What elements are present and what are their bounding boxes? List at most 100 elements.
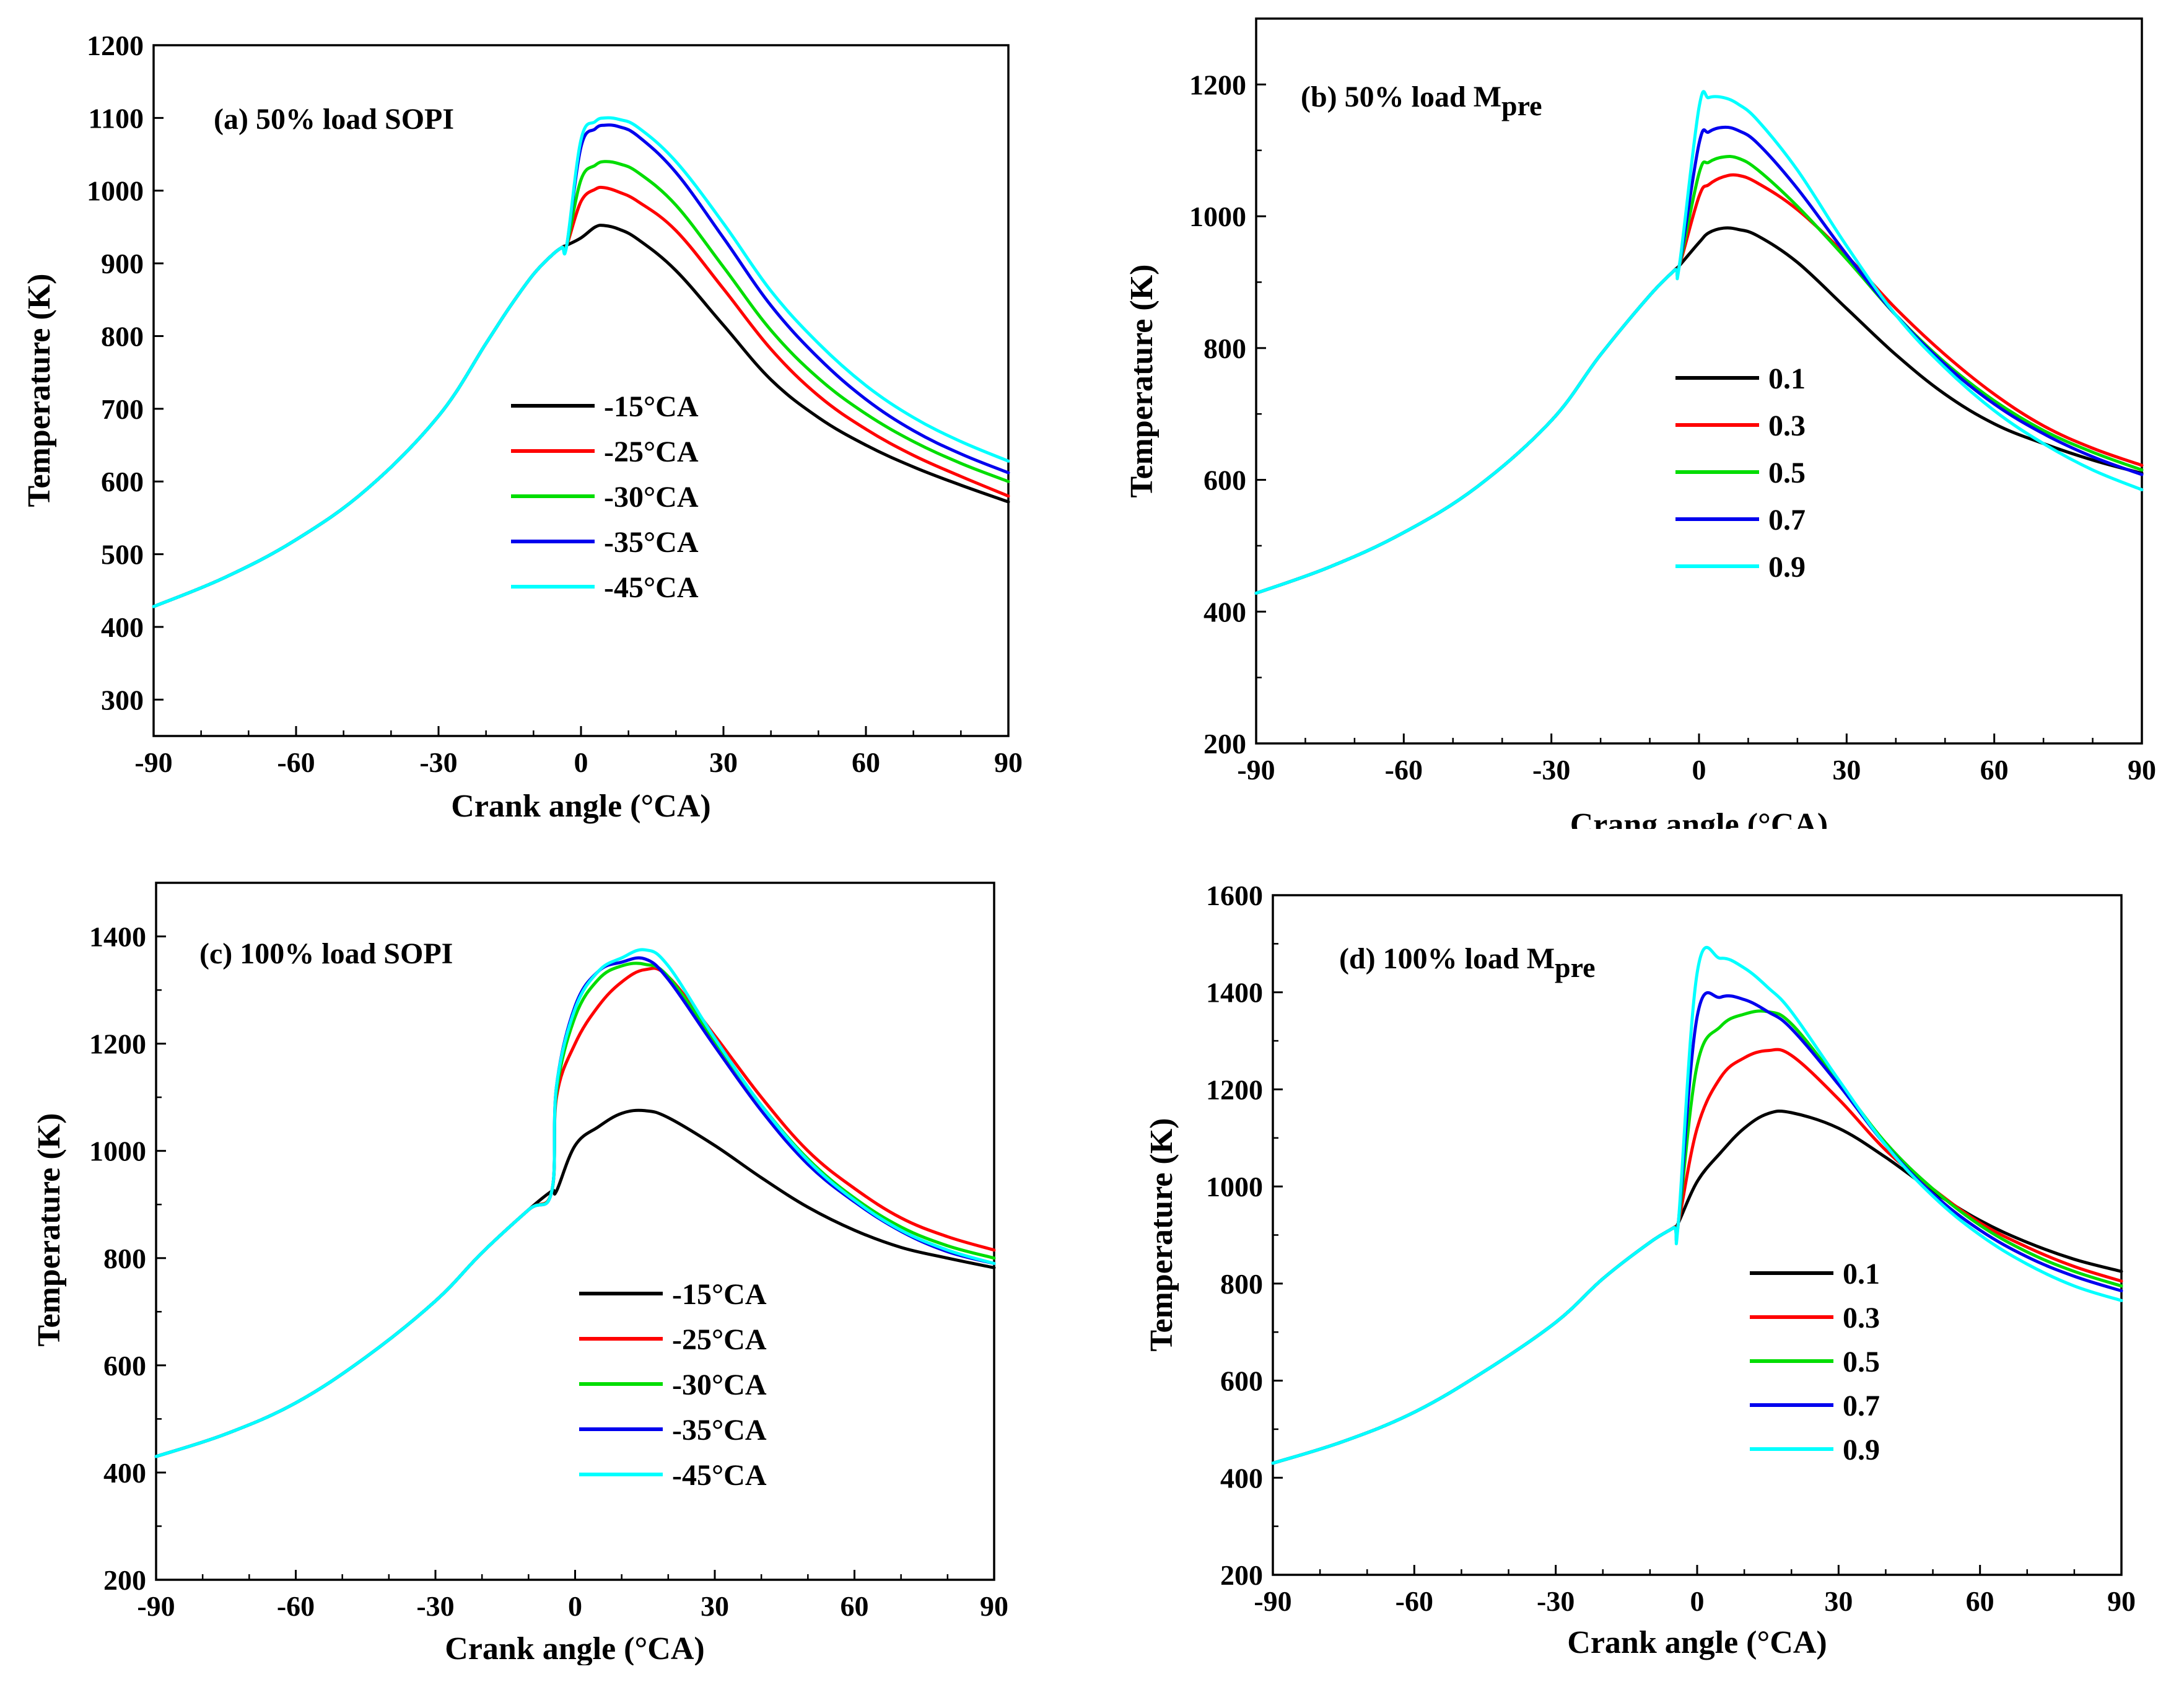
panel-c-ticks: -90 -60 -30 0 30 60 90 200 400 600 800 1000 1200 1400	[89, 921, 1008, 1622]
panel-d-ytick-label: 1200	[1206, 1074, 1263, 1105]
panel-a-ytick-label: 600	[101, 466, 144, 497]
panel-d-label-main: (d) 100% load M	[1339, 942, 1555, 975]
panel-b-series-line-5	[1254, 90, 2144, 595]
panel-a-ytick-label: 500	[101, 539, 144, 571]
panel-d-label: (d) 100% load Mpre	[1339, 942, 1596, 983]
panel-c-ytick-label: 1200	[89, 1028, 146, 1060]
panel-a-xtick-label: 30	[709, 747, 738, 778]
panel-d-legend-label-1: 0.1	[1843, 1258, 1880, 1290]
panel-c-ytick-label: 1400	[89, 921, 146, 953]
panel-a-ytick-label: 700	[101, 393, 144, 425]
panel-b-ytick-label: 1200	[1189, 69, 1246, 100]
panel-d-legend: 0.1 0.3 0.5 0.7 0.9	[1750, 1258, 1880, 1466]
panel-d-ytick-label: 1400	[1206, 977, 1263, 1009]
panel-c-ylabel: Temperature (K)	[32, 1113, 67, 1347]
panel-d-xtick-label: 30	[1824, 1585, 1853, 1617]
panel-b-legend-label-1: 0.1	[1768, 362, 1806, 395]
panel-a-legend-label-2: -25°CA	[604, 436, 699, 468]
panel-d-xtick-label: -90	[1254, 1585, 1291, 1617]
panel-a-series-line-5	[152, 116, 1010, 608]
panel-c-xtick-label: 0	[568, 1590, 582, 1622]
panel-d-legend-label-4: 0.7	[1843, 1390, 1880, 1422]
panel-d-ytick-label: 1000	[1206, 1171, 1263, 1202]
panel-b-xtick-label: 30	[1832, 754, 1861, 786]
panel-b-ytick-label: 600	[1203, 465, 1246, 496]
panel-a-ytick-label: 1000	[87, 175, 144, 207]
panel-b-legend-label-5: 0.9	[1768, 551, 1806, 584]
panel-d-xtick-label: 0	[1690, 1585, 1705, 1617]
panel-d-xtick-label: -60	[1396, 1585, 1433, 1617]
panel-b-label: (b) 50% load Mpre	[1301, 81, 1542, 121]
panel-d-ytick-label: 1600	[1206, 880, 1263, 911]
panel-a-ytick-label: 800	[101, 320, 144, 352]
panel-c-series	[154, 948, 996, 1458]
panel-a-ytick-label: 400	[101, 611, 144, 643]
panel-b-ylabel: Temperature (K)	[1124, 265, 1160, 498]
panel-c: (c) 100% load SOPI Crank angle (°CA) Tem…	[32, 882, 1053, 1679]
panel-d-series	[1271, 945, 2123, 1465]
panel-c-legend-label-3: -30°CA	[672, 1369, 767, 1401]
panel-c-ytick-label: 400	[103, 1457, 146, 1489]
panel-d-legend-label-5: 0.9	[1843, 1434, 1880, 1466]
panel-a-ytick-label: 1100	[89, 102, 144, 134]
panel-b-xtick-label: 0	[1692, 754, 1706, 786]
panel-a: (a) 50% load SOPI Crank angle (°CA) Temp…	[22, 30, 1023, 824]
panel-c-legend-label-1: -15°CA	[672, 1278, 767, 1311]
panel-c-legend: -15°CA -25°CA -30°CA -35°CA -45°CA	[579, 1278, 767, 1492]
panel-c-xtick-label: 60	[841, 1590, 869, 1622]
panel-b-legend: 0.1 0.3 0.5 0.7 0.9	[1675, 362, 1806, 584]
panel-b-series	[1254, 90, 2144, 595]
panel-a-series	[152, 116, 1010, 608]
panel-c-legend-label-2: -25°CA	[672, 1323, 767, 1356]
panel-c-xtick-label: 90	[980, 1590, 1008, 1622]
panel-c-label: (c) 100% load SOPI	[199, 937, 453, 970]
panel-a-xtick-label: -90	[134, 747, 172, 778]
panel-c-ytick-label: 200	[103, 1564, 146, 1596]
panel-c-xlabel: Crank angle (°CA)	[445, 1631, 704, 1667]
panel-b-ytick-label: 200	[1203, 728, 1246, 760]
panel-d-ytick-label: 400	[1220, 1462, 1263, 1494]
panel-c-ytick-label: 1000	[89, 1136, 146, 1167]
panel-a-xlabel: Crank angle (°CA)	[451, 789, 710, 824]
panel-c-legend-label-5: -45°CA	[672, 1459, 767, 1492]
panel-b-ticks: -90 -60 -30 0 30 60 90 200 400 600 800 1000 1200	[1189, 17, 2156, 786]
panel-a-legend-label-4: -35°CA	[604, 526, 699, 559]
panel-a-xtick-label: 90	[994, 747, 1023, 778]
panel-b-ytick-label: 1000	[1189, 201, 1246, 232]
panel-b-legend-label-4: 0.7	[1768, 504, 1806, 537]
panel-a-label: (a) 50% load SOPI	[214, 103, 454, 136]
panel-b-xtick-label: 90	[2128, 754, 2156, 786]
panel-a-legend: -15°CA -25°CA -30°CA -35°CA -45°CA	[511, 390, 699, 604]
panel-a-ylabel: Temperature (K)	[22, 274, 57, 507]
panel-d-legend-label-3: 0.5	[1843, 1346, 1880, 1378]
panel-b-xtick-label: -60	[1385, 754, 1423, 786]
panel-c-xtick-label: -30	[416, 1590, 454, 1622]
panel-c-xtick-label: 30	[701, 1590, 729, 1622]
panel-b-xtick-label: -30	[1532, 754, 1570, 786]
panel-d-xlabel: Crank angle (°CA)	[1567, 1625, 1827, 1660]
panel-a-legend-label-3: -30°CA	[604, 481, 699, 514]
panel-a-xtick-label: 60	[852, 747, 880, 778]
panel-a-xtick-label: -30	[419, 747, 457, 778]
panel-d-ticks: -90 -60 -30 0 30 60 90 200 400 600 800 1000 1200 1400…	[1206, 880, 2136, 1617]
panel-a-xtick-label: 0	[574, 747, 588, 778]
panel-d-xtick-label: 60	[1966, 1585, 1994, 1617]
panel-b-xtick-label: -90	[1237, 754, 1275, 786]
panel-c-xtick-label: -90	[137, 1590, 175, 1622]
panel-b-label-subscript: pre	[1501, 90, 1542, 121]
panel-d-ylabel: Temperature (K)	[1144, 1118, 1179, 1352]
panel-a-ytick-label: 900	[101, 248, 144, 279]
panel-d: (d) 100% load Mpre Crank angle (°CA) Tem…	[1144, 880, 2136, 1660]
panel-a-xtick-label: -60	[277, 747, 315, 778]
panel-c-series-line-5	[154, 948, 996, 1458]
panel-c-crop-mask	[124, 1665, 1053, 1679]
panel-a-ytick-label: 300	[101, 684, 144, 716]
panel-d-xtick-label: 90	[2107, 1585, 2136, 1617]
panel-c-legend-label-4: -35°CA	[672, 1414, 767, 1447]
panel-b-crop-mask	[1177, 829, 2184, 872]
panel-b-ytick-label: 800	[1203, 333, 1246, 364]
panel-c-ytick-label: 800	[103, 1243, 146, 1274]
panel-d-legend-label-2: 0.3	[1843, 1302, 1880, 1334]
panel-b: (b) 50% load Mpre Crang angle (°CA) Temp…	[1124, 17, 2184, 872]
